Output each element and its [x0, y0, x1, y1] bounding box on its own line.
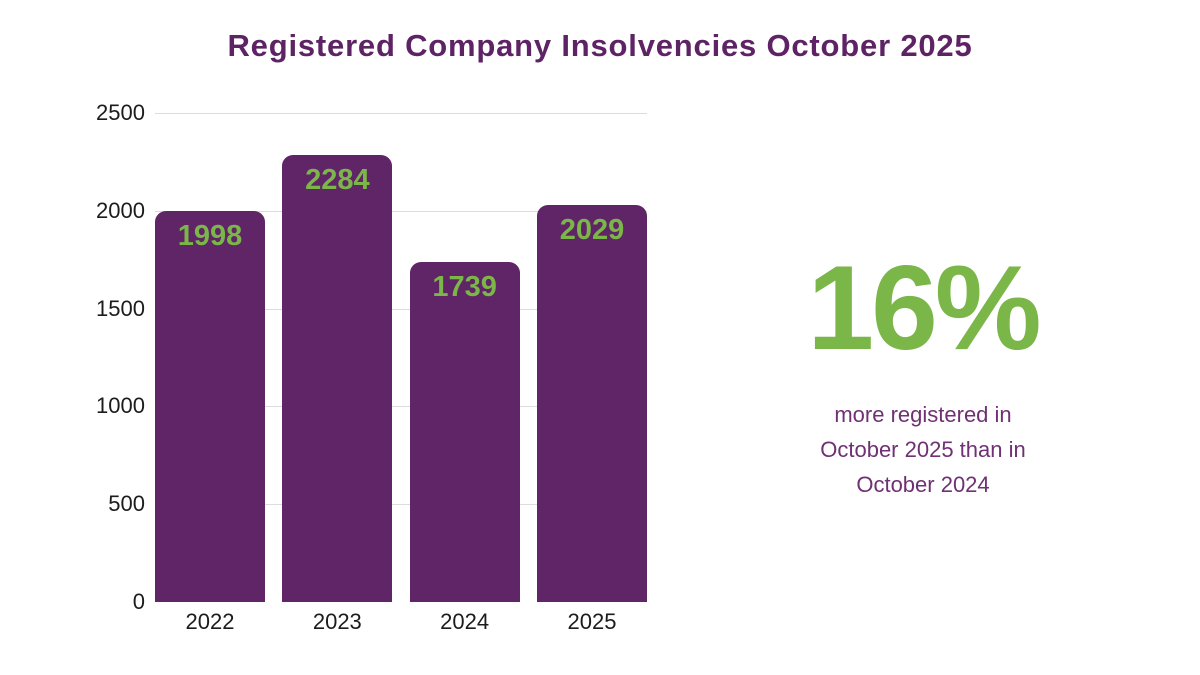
bar-2024: 1739 [409, 261, 520, 602]
stat-panel: 16% more registered in October 2025 than… [773, 0, 1073, 675]
gridline-2500 [155, 113, 647, 114]
y-axis-tick-0: 0 [132, 589, 145, 614]
gridline-1000 [155, 406, 647, 408]
gridline-1500 [155, 308, 647, 310]
x-axis-tick-2023: 2023 [312, 609, 362, 634]
bar-value-label: 2284 [305, 164, 370, 197]
bar-value-label: 1739 [432, 270, 497, 303]
stat-value: 16% [807, 241, 1041, 375]
y-axis-tick-2500: 2500 [96, 100, 145, 125]
bar-2023: 2284 [282, 155, 393, 602]
plot-area: 1998 2284 1739 2029 [155, 113, 647, 602]
bar-value-label: 2029 [559, 214, 625, 247]
stat-description-line: October 2025 than in [820, 437, 1026, 462]
y-axis-tick-500: 500 [108, 491, 145, 517]
y-axis-tick-2000: 2000 [96, 197, 145, 223]
x-axis-tick-2024: 2024 [440, 609, 490, 634]
bar-2025: 2029 [537, 205, 647, 602]
x-axis-tick-2022: 2022 [185, 609, 235, 634]
page-title: Registered Company Insolvencies October … [227, 28, 973, 63]
gridline-500 [155, 504, 647, 506]
gridline-2000 [155, 210, 647, 212]
stat-description-line: October 2024 [856, 472, 990, 497]
bar-2022: 1998 [155, 211, 265, 602]
x-axis-tick-2025: 2025 [567, 609, 617, 634]
stat-description: more registered in October 2025 than in … [773, 397, 1073, 502]
y-axis-tick-1000: 1000 [96, 393, 145, 419]
y-axis-tick-1500: 1500 [96, 295, 145, 321]
stat-description-line: more registered in [834, 402, 1012, 427]
bar-value-label: 1998 [177, 220, 243, 253]
